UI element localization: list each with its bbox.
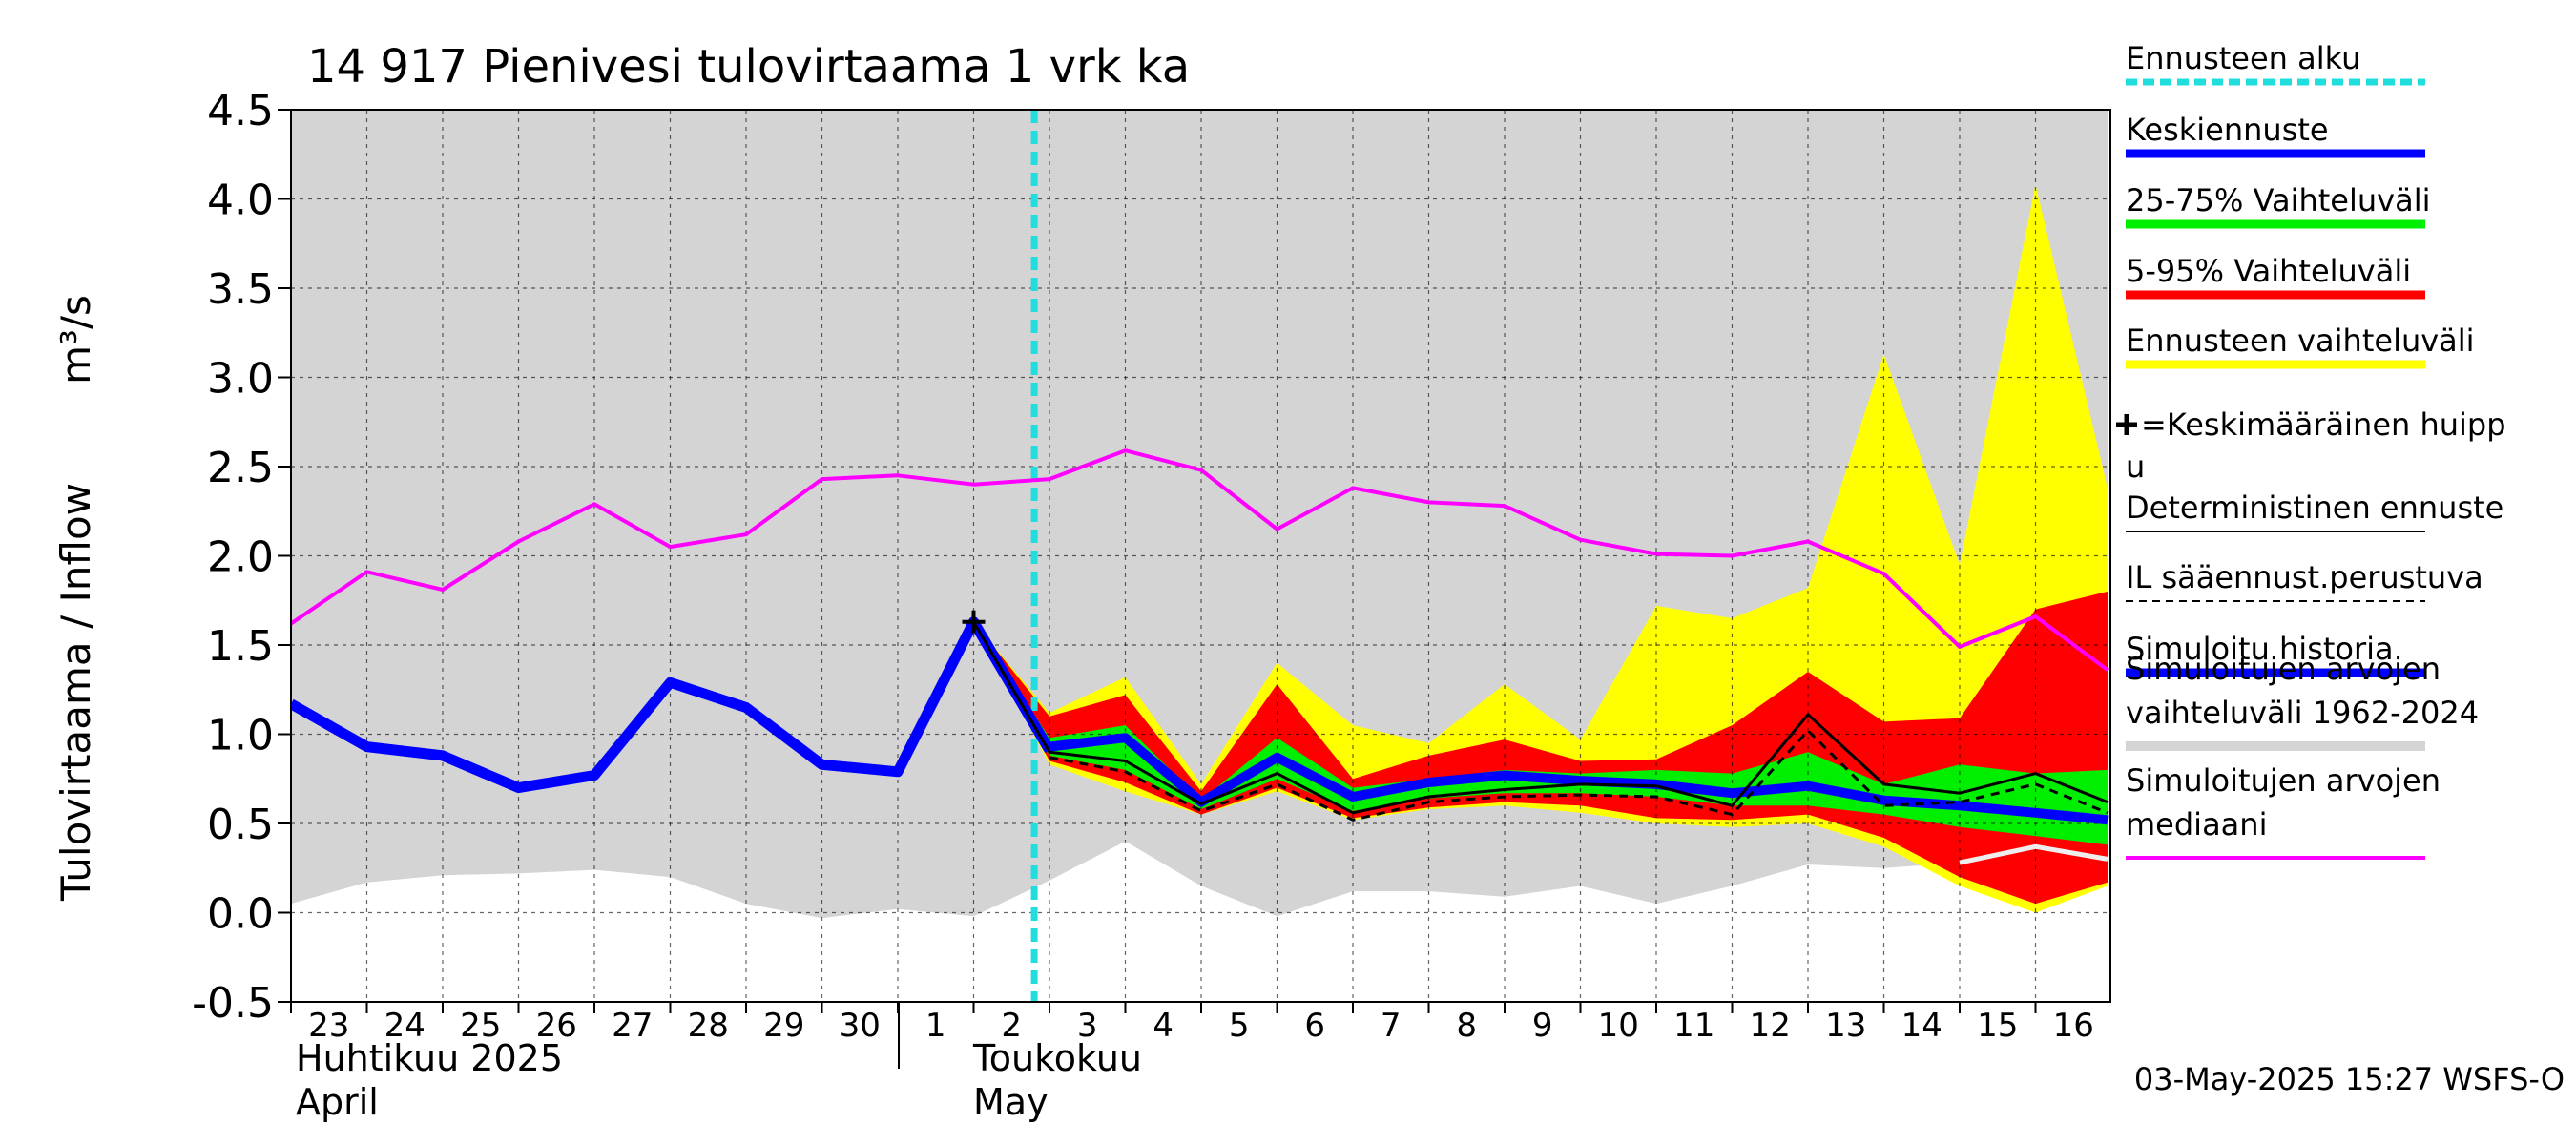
y-tick-label: 4.5 (207, 87, 274, 135)
legend-label: Keskiennuste (2126, 112, 2329, 148)
month-label-april-en: April (296, 1081, 379, 1123)
x-tick-label: 16 (2053, 1007, 2094, 1045)
x-tick-label: 1 (925, 1007, 946, 1045)
legend-label: =Keskimääräinen huipp (2141, 406, 2506, 443)
y-tick-label: -0.5 (192, 979, 274, 1028)
x-tick-label: 15 (1977, 1007, 2018, 1045)
median-line (291, 448, 2109, 672)
legend: Ennusteen alku Keskiennuste 25-75% Vaihtel… (2116, 40, 2506, 860)
x-tick-label: 12 (1750, 1007, 1791, 1045)
legend-label: 5-95% Vaihteluväli (2126, 253, 2411, 289)
x-tick-label: 27 (612, 1007, 653, 1045)
x-tick-label: 7 (1381, 1007, 1402, 1045)
legend-label: Simuloitu historia (2126, 631, 2394, 667)
y-tick-label: 3.0 (207, 355, 274, 404)
x-tick-label: 5 (1229, 1007, 1250, 1045)
x-tick-label: 6 (1304, 1007, 1325, 1045)
il-forecast-line (1049, 729, 2109, 822)
legend-label: vaihteluväli 1962-2024 (2126, 695, 2479, 731)
month-label-april-fi: Huhtikuu 2025 (296, 1037, 563, 1079)
y-tick-label: 0.0 (207, 890, 274, 939)
legend-label: Ennusteen vaihteluväli (2126, 323, 2475, 359)
legend-label: IL sääennust.perustuva (2126, 559, 2483, 595)
y-tick-label: 3.5 (207, 265, 274, 314)
y-axis-unit: m³/s (52, 295, 99, 385)
x-tick-label: 23 (308, 1007, 349, 1045)
average-peak-marker (962, 610, 986, 634)
legend-item: Simuloitu historia (2126, 631, 2425, 677)
x-tick-label: 3 (1077, 1007, 1098, 1045)
range-5-95-red-band (973, 591, 2108, 905)
legend-item: Ennusteen vaihteluväli (2126, 323, 2475, 369)
x-tick-label: 29 (763, 1007, 804, 1045)
legend-item: Simuloitujen arvojen vaihteluväli 1962-20… (2126, 651, 2479, 751)
legend-label: Simuloitujen arvojen (2126, 762, 2441, 799)
y-tick-label: 1.0 (207, 712, 274, 760)
y-tick-label: 4.0 (207, 177, 274, 225)
legend-item: Simuloitujen arvojen mediaani (2126, 762, 2441, 860)
median-low-segment (1959, 843, 2109, 865)
legend-item: 25-75% Vaihteluväli (2126, 182, 2430, 229)
x-tick-label: 9 (1532, 1007, 1553, 1045)
x-tick-label: 8 (1456, 1007, 1477, 1045)
legend-item: Ennusteen alku (2126, 40, 2425, 86)
x-axis: 23 24 25 26 27 28 29 30 1 2 3 4 5 6 7 8 9 10 11 12 13 14 15 16 (290, 1002, 2094, 1045)
month-label-may-en: May (973, 1081, 1049, 1123)
y-axis: 4.5 4.0 3.5 3.0 2.5 2.0 1.5 1.0 0.5 0.0 -0.5 (192, 87, 291, 1028)
legend-label: 25-75% Vaihteluväli (2126, 182, 2430, 219)
simulated-history-line (291, 616, 1054, 794)
y-tick-label: 2.5 (207, 444, 274, 492)
legend-item: 5-95% Vaihteluväli (2126, 253, 2425, 300)
y-tick-label: 2.0 (207, 533, 274, 582)
legend-label: Simuloitujen arvojen (2126, 651, 2441, 687)
x-tick-label: 30 (840, 1007, 881, 1045)
legend-label: Ennusteen alku (2126, 40, 2360, 76)
x-tick-label: 28 (688, 1007, 729, 1045)
x-tick-label: 25 (460, 1007, 501, 1045)
x-tick-label: 2 (1001, 1007, 1022, 1045)
x-tick-label: 14 (1901, 1007, 1942, 1045)
deterministic-forecast-line (972, 620, 2109, 815)
month-label-may-fi: Toukokuu (972, 1037, 1142, 1079)
legend-item: Deterministinen ennuste (2126, 489, 2503, 532)
x-tick-label: 11 (1673, 1007, 1714, 1045)
footer-timestamp: 03-May-2025 15:27 WSFS-O (2134, 1061, 2565, 1097)
x-tick-label: 10 (1598, 1007, 1639, 1045)
x-tick-label: 4 (1153, 1007, 1174, 1045)
x-tick-label: 24 (384, 1007, 426, 1045)
legend-label: mediaani (2126, 806, 2267, 843)
x-tick-label: 13 (1825, 1007, 1866, 1045)
y-tick-label: 1.5 (207, 622, 274, 671)
legend-item: IL sääennust.perustuva (2126, 559, 2483, 602)
y-tick-label: 0.5 (207, 801, 274, 849)
x-tick-label: 26 (536, 1007, 577, 1045)
chart-title: 14 917 Pienivesi tulovirtaama 1 vrk ka (307, 40, 1190, 94)
legend-item: Keskiennuste (2126, 112, 2425, 158)
y-axis-label: Tulovirtaama / Inflow (52, 483, 99, 902)
legend-label: u (2126, 448, 2145, 485)
legend-item: =Keskimääräinen huipp u (2116, 406, 2506, 485)
legend-label: Deterministinen ennuste (2126, 489, 2503, 526)
